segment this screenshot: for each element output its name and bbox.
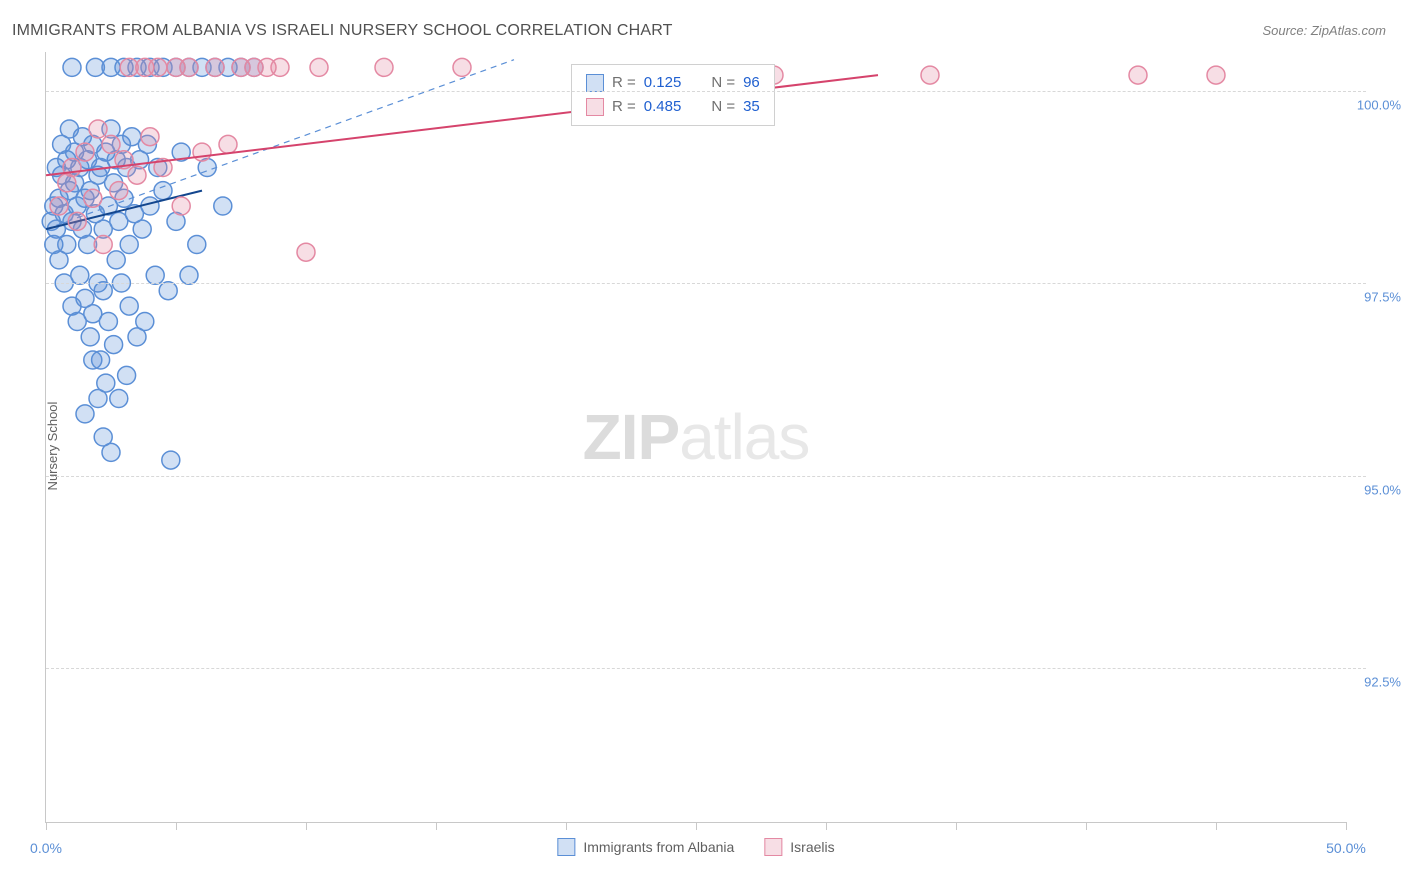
x-tick bbox=[826, 822, 827, 830]
data-point bbox=[63, 58, 81, 76]
y-tick-label: 97.5% bbox=[1351, 290, 1401, 305]
title-bar: IMMIGRANTS FROM ALBANIA VS ISRAELI NURSE… bbox=[12, 22, 1386, 40]
x-tick-label: 50.0% bbox=[1326, 840, 1366, 856]
data-point bbox=[105, 336, 123, 354]
legend-r-label: R = bbox=[612, 95, 636, 119]
legend-n-label: N = bbox=[711, 95, 735, 119]
data-point bbox=[89, 120, 107, 138]
legend-row: R = 0.485 N = 35 bbox=[586, 95, 760, 119]
data-point bbox=[271, 58, 289, 76]
y-tick-label: 100.0% bbox=[1351, 97, 1401, 112]
x-tick bbox=[696, 822, 697, 830]
data-point bbox=[146, 266, 164, 284]
bottom-legend-label: Immigrants from Albania bbox=[583, 839, 734, 855]
x-tick bbox=[1086, 822, 1087, 830]
data-point bbox=[154, 182, 172, 200]
data-point bbox=[76, 143, 94, 161]
bottom-legend-item: Israelis bbox=[764, 838, 834, 856]
data-point bbox=[453, 58, 471, 76]
data-point bbox=[180, 58, 198, 76]
data-point bbox=[94, 282, 112, 300]
x-tick-label: 0.0% bbox=[30, 840, 62, 856]
data-point bbox=[50, 197, 68, 215]
correlation-legend: R = 0.125N = 96R = 0.485N = 35 bbox=[571, 64, 775, 126]
data-point bbox=[118, 366, 136, 384]
data-point bbox=[102, 443, 120, 461]
data-point bbox=[76, 405, 94, 423]
data-point bbox=[81, 328, 99, 346]
data-point bbox=[120, 236, 138, 254]
data-point bbox=[94, 236, 112, 254]
legend-r-value: 0.485 bbox=[644, 95, 682, 119]
data-point bbox=[172, 197, 190, 215]
data-point bbox=[310, 58, 328, 76]
data-point bbox=[68, 212, 86, 230]
data-point bbox=[921, 66, 939, 84]
data-point bbox=[188, 236, 206, 254]
data-point bbox=[159, 282, 177, 300]
data-point bbox=[89, 390, 107, 408]
gridline bbox=[46, 476, 1366, 477]
data-point bbox=[71, 266, 89, 284]
data-point bbox=[107, 251, 125, 269]
x-tick bbox=[436, 822, 437, 830]
bottom-legend-label: Israelis bbox=[790, 839, 834, 855]
data-point bbox=[149, 58, 167, 76]
chart-title: IMMIGRANTS FROM ALBANIA VS ISRAELI NURSE… bbox=[12, 22, 673, 40]
x-tick bbox=[566, 822, 567, 830]
bottom-legend-item: Immigrants from Albania bbox=[557, 838, 734, 856]
data-point bbox=[128, 166, 146, 184]
data-point bbox=[110, 182, 128, 200]
data-point bbox=[99, 313, 117, 331]
data-point bbox=[193, 143, 211, 161]
data-point bbox=[214, 197, 232, 215]
legend-swatch bbox=[764, 838, 782, 856]
data-point bbox=[102, 135, 120, 153]
gridline bbox=[46, 91, 1366, 92]
source-label: Source: ZipAtlas.com bbox=[1262, 23, 1386, 38]
data-point bbox=[141, 128, 159, 146]
data-point bbox=[219, 135, 237, 153]
x-tick bbox=[306, 822, 307, 830]
data-point bbox=[297, 243, 315, 261]
gridline bbox=[46, 668, 1366, 669]
y-tick-label: 92.5% bbox=[1351, 675, 1401, 690]
y-tick-label: 95.0% bbox=[1351, 482, 1401, 497]
data-point bbox=[180, 266, 198, 284]
data-point bbox=[84, 351, 102, 369]
legend-swatch bbox=[586, 98, 604, 116]
data-point bbox=[1129, 66, 1147, 84]
x-tick bbox=[956, 822, 957, 830]
data-point bbox=[375, 58, 393, 76]
data-point bbox=[84, 189, 102, 207]
x-tick bbox=[1346, 822, 1347, 830]
data-point bbox=[133, 220, 151, 238]
data-point bbox=[206, 58, 224, 76]
plot-area: ZIPatlas R = 0.125N = 96R = 0.485N = 35 … bbox=[45, 52, 1346, 823]
data-point bbox=[136, 313, 154, 331]
legend-n-value: 35 bbox=[743, 95, 760, 119]
plot-svg bbox=[46, 52, 1346, 822]
data-point bbox=[110, 390, 128, 408]
data-point bbox=[120, 297, 138, 315]
bottom-legend: Immigrants from Albania Israelis bbox=[557, 838, 834, 856]
x-tick bbox=[176, 822, 177, 830]
legend-swatch bbox=[586, 74, 604, 92]
x-tick bbox=[1216, 822, 1217, 830]
data-point bbox=[162, 451, 180, 469]
legend-swatch bbox=[557, 838, 575, 856]
data-point bbox=[58, 236, 76, 254]
gridline bbox=[46, 283, 1366, 284]
data-point bbox=[1207, 66, 1225, 84]
x-tick bbox=[46, 822, 47, 830]
